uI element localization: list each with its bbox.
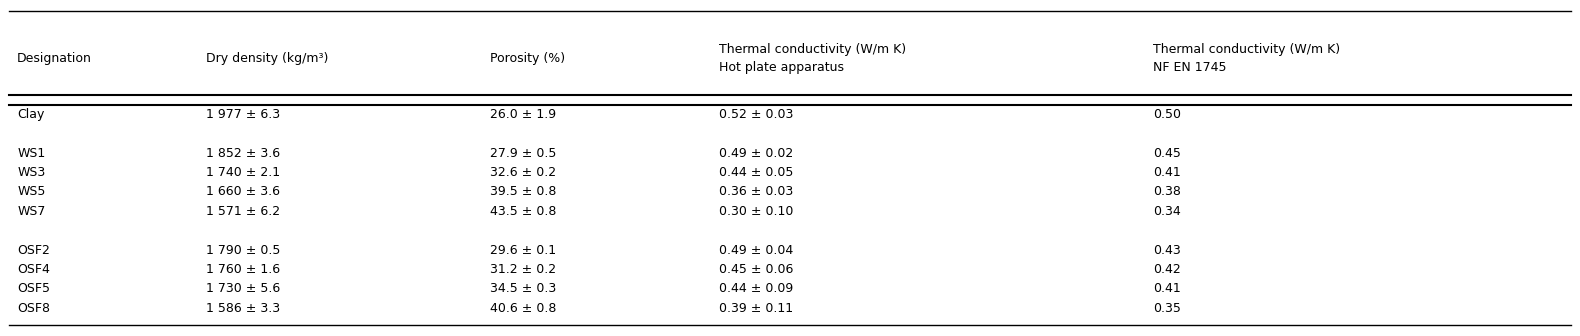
Text: 0.49 ± 0.04: 0.49 ± 0.04 xyxy=(719,244,793,257)
Text: Thermal conductivity (W/m K)
Hot plate apparatus: Thermal conductivity (W/m K) Hot plate a… xyxy=(719,43,907,74)
Text: Clay: Clay xyxy=(17,108,44,121)
Text: WS7: WS7 xyxy=(17,205,46,218)
Text: 1 730 ± 5.6: 1 730 ± 5.6 xyxy=(207,282,281,295)
Text: OSF4: OSF4 xyxy=(17,263,51,276)
Text: 0.50: 0.50 xyxy=(1153,108,1180,121)
Text: 0.42: 0.42 xyxy=(1153,263,1180,276)
Text: WS3: WS3 xyxy=(17,166,46,179)
Text: Thermal conductivity (W/m K)
NF EN 1745: Thermal conductivity (W/m K) NF EN 1745 xyxy=(1153,43,1340,74)
Text: 32.6 ± 0.2: 32.6 ± 0.2 xyxy=(490,166,556,179)
Text: 29.6 ± 0.1: 29.6 ± 0.1 xyxy=(490,244,556,257)
Text: 0.35: 0.35 xyxy=(1153,302,1180,315)
Text: 1 760 ± 1.6: 1 760 ± 1.6 xyxy=(207,263,281,276)
Text: 1 977 ± 6.3: 1 977 ± 6.3 xyxy=(207,108,281,121)
Text: 0.36 ± 0.03: 0.36 ± 0.03 xyxy=(719,185,793,199)
Text: 0.44 ± 0.05: 0.44 ± 0.05 xyxy=(719,166,793,179)
Text: 34.5 ± 0.3: 34.5 ± 0.3 xyxy=(490,282,556,295)
Text: 40.6 ± 0.8: 40.6 ± 0.8 xyxy=(490,302,556,315)
Text: 0.41: 0.41 xyxy=(1153,282,1180,295)
Text: 1 852 ± 3.6: 1 852 ± 3.6 xyxy=(207,146,281,160)
Text: 27.9 ± 0.5: 27.9 ± 0.5 xyxy=(490,146,556,160)
Text: 0.30 ± 0.10: 0.30 ± 0.10 xyxy=(719,205,793,218)
Text: 1 571 ± 6.2: 1 571 ± 6.2 xyxy=(207,205,281,218)
Text: OSF2: OSF2 xyxy=(17,244,51,257)
Text: 0.34: 0.34 xyxy=(1153,205,1180,218)
Text: OSF8: OSF8 xyxy=(17,302,51,315)
Text: 1 586 ± 3.3: 1 586 ± 3.3 xyxy=(207,302,281,315)
Text: 39.5 ± 0.8: 39.5 ± 0.8 xyxy=(490,185,556,199)
Text: 31.2 ± 0.2: 31.2 ± 0.2 xyxy=(490,263,556,276)
Text: 0.43: 0.43 xyxy=(1153,244,1180,257)
Text: Designation: Designation xyxy=(17,51,92,65)
Text: WS5: WS5 xyxy=(17,185,46,199)
Text: 1 740 ± 2.1: 1 740 ± 2.1 xyxy=(207,166,281,179)
Text: 0.45: 0.45 xyxy=(1153,146,1180,160)
Text: 0.39 ± 0.11: 0.39 ± 0.11 xyxy=(719,302,793,315)
Text: 0.38: 0.38 xyxy=(1153,185,1180,199)
Text: Dry density (kg/m³): Dry density (kg/m³) xyxy=(207,51,329,65)
Text: 0.45 ± 0.06: 0.45 ± 0.06 xyxy=(719,263,793,276)
Text: OSF5: OSF5 xyxy=(17,282,51,295)
Text: 43.5 ± 0.8: 43.5 ± 0.8 xyxy=(490,205,556,218)
Text: 0.41: 0.41 xyxy=(1153,166,1180,179)
Text: 0.52 ± 0.03: 0.52 ± 0.03 xyxy=(719,108,793,121)
Text: WS1: WS1 xyxy=(17,146,46,160)
Text: 0.44 ± 0.09: 0.44 ± 0.09 xyxy=(719,282,793,295)
Text: Porosity (%): Porosity (%) xyxy=(490,51,566,65)
Text: 26.0 ± 1.9: 26.0 ± 1.9 xyxy=(490,108,556,121)
Text: 1 790 ± 0.5: 1 790 ± 0.5 xyxy=(207,244,281,257)
Text: 1 660 ± 3.6: 1 660 ± 3.6 xyxy=(207,185,280,199)
Text: 0.49 ± 0.02: 0.49 ± 0.02 xyxy=(719,146,793,160)
